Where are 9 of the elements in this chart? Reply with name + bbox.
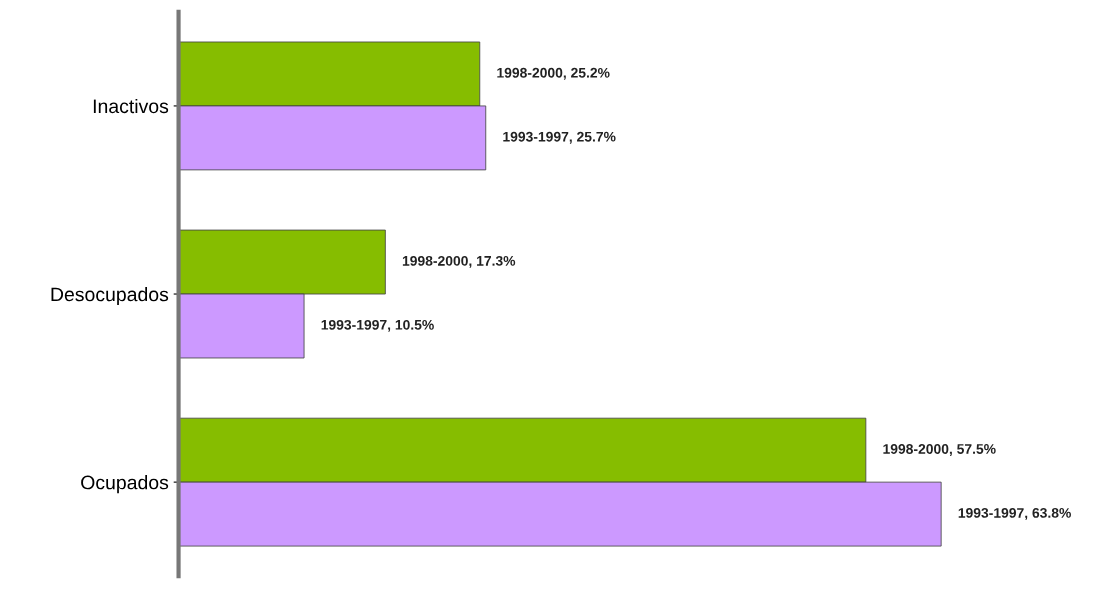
- data-label: 1993-1997, 10.5%: [321, 319, 434, 332]
- data-label: 1998-2000, 25.2%: [497, 67, 610, 80]
- data-label: 1998-2000, 17.3%: [402, 255, 516, 268]
- data-label: 1993-1997, 63.8%: [958, 508, 1071, 520]
- y-tick-label: Inactivos: [93, 98, 169, 114]
- data-label: 1998-2000, 57.5%: [883, 444, 996, 456]
- data-label: 1993-1997, 25.7%: [503, 131, 616, 144]
- y-tick-label: Desocupados: [51, 286, 169, 306]
- y-tick-label: Ocupados: [81, 475, 169, 494]
